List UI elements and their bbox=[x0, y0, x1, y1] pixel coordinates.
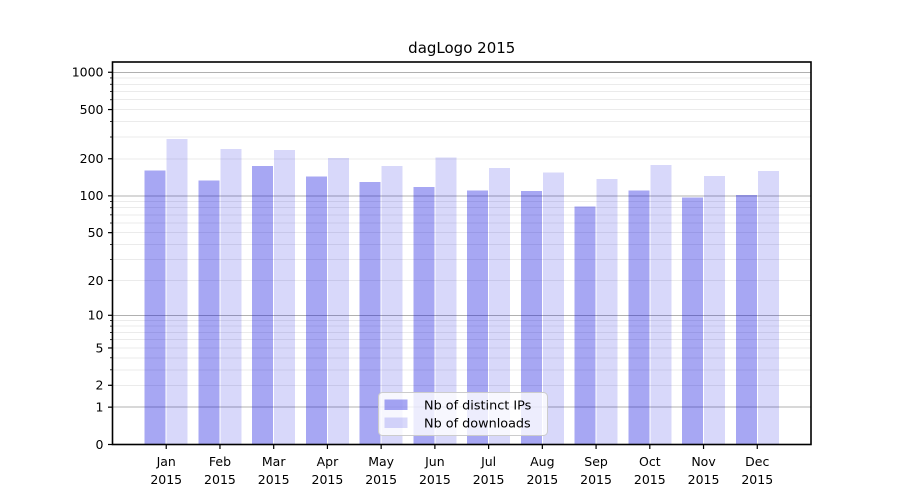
x-tick-label-year: 2015 bbox=[312, 472, 344, 487]
bar-downloads bbox=[757, 171, 779, 445]
x-tick-label-year: 2015 bbox=[419, 472, 451, 487]
legend-box bbox=[378, 392, 548, 436]
x-tick-label-month: Mar bbox=[262, 454, 286, 469]
x-tick-label-year: 2015 bbox=[150, 472, 182, 487]
bar-distinct-ips bbox=[359, 181, 381, 445]
y-tick-label: 20 bbox=[88, 273, 104, 288]
legend-label-downloads: Nb of downloads bbox=[424, 416, 531, 431]
minor-gridlines bbox=[112, 77, 811, 386]
bars-layer bbox=[144, 138, 779, 445]
bar-downloads bbox=[381, 166, 403, 445]
x-tick-label-year: 2015 bbox=[204, 472, 236, 487]
plot-frame bbox=[111, 61, 812, 446]
bar-distinct-ips bbox=[574, 206, 596, 445]
legend: Nb of distinct IPs Nb of downloads bbox=[378, 392, 548, 436]
x-tick-label-month: Aug bbox=[530, 454, 554, 469]
bar-distinct-ips bbox=[682, 197, 704, 445]
x-tick-label-month: Dec bbox=[745, 454, 769, 469]
legend-swatch-downloads bbox=[384, 417, 408, 428]
y-tick-label: 2 bbox=[96, 378, 104, 393]
y-tick-label: 200 bbox=[80, 151, 104, 166]
x-axis: Jan 2015 Feb 2015 Mar 2015 Apr 2015 May 2015 Jun 20… bbox=[150, 444, 773, 487]
bar-distinct-ips bbox=[520, 191, 542, 445]
x-tick-label-year: 2015 bbox=[580, 472, 612, 487]
x-tick-label-year: 2015 bbox=[741, 472, 773, 487]
bar-distinct-ips bbox=[735, 194, 757, 445]
x-tick-label-month: Jun bbox=[424, 454, 445, 469]
x-tick-label-year: 2015 bbox=[634, 472, 666, 487]
legend-swatch-distinct-ips bbox=[384, 399, 408, 410]
x-tick-label-month: Sep bbox=[584, 454, 608, 469]
bar-downloads bbox=[274, 150, 296, 445]
y-tick-label: 50 bbox=[88, 225, 104, 240]
x-tick-label-month: Apr bbox=[317, 454, 339, 469]
x-tick-label-month: Jul bbox=[480, 454, 496, 469]
bar-downloads bbox=[220, 149, 242, 445]
bar-distinct-ips bbox=[628, 190, 650, 445]
y-tick-label: 0 bbox=[96, 437, 104, 452]
x-tick-label-year: 2015 bbox=[258, 472, 290, 487]
y-tick-label: 100 bbox=[80, 188, 104, 203]
bar-downloads bbox=[650, 165, 672, 445]
bar-distinct-ips bbox=[198, 180, 220, 445]
y-axis: 0 1 2 5 10 20 50 100 200 500 1000 bbox=[72, 65, 113, 452]
chart-title: dagLogo 2015 bbox=[408, 39, 515, 57]
bar-distinct-ips bbox=[413, 187, 435, 445]
bar-downloads bbox=[166, 138, 188, 445]
x-tick-label-month: Nov bbox=[691, 454, 716, 469]
x-tick-label-month: Feb bbox=[209, 454, 231, 469]
bar-downloads bbox=[327, 158, 349, 445]
bar-distinct-ips bbox=[305, 176, 327, 445]
x-tick-label-year: 2015 bbox=[688, 472, 720, 487]
y-tick-label: 1 bbox=[96, 400, 104, 415]
x-tick-label-year: 2015 bbox=[526, 472, 558, 487]
x-tick-label-month: May bbox=[368, 454, 394, 469]
x-tick-label-month: Jan bbox=[156, 454, 176, 469]
x-tick-label-month: Oct bbox=[639, 454, 661, 469]
bar-distinct-ips bbox=[144, 170, 166, 445]
bar-distinct-ips bbox=[252, 165, 274, 445]
legend-label-distinct-ips: Nb of distinct IPs bbox=[424, 398, 532, 413]
bar-downloads bbox=[596, 179, 618, 445]
y-tick-label: 1000 bbox=[72, 65, 104, 80]
bar-downloads bbox=[542, 172, 564, 445]
y-tick-label: 500 bbox=[80, 102, 104, 117]
y-tick-label: 10 bbox=[88, 308, 104, 323]
bar-downloads bbox=[435, 157, 457, 445]
y-tick-label: 5 bbox=[96, 340, 104, 355]
bar-downloads bbox=[489, 168, 511, 445]
x-tick-label-year: 2015 bbox=[473, 472, 505, 487]
bar-distinct-ips bbox=[467, 190, 489, 445]
bar-downloads bbox=[704, 175, 726, 445]
x-tick-label-year: 2015 bbox=[365, 472, 397, 487]
